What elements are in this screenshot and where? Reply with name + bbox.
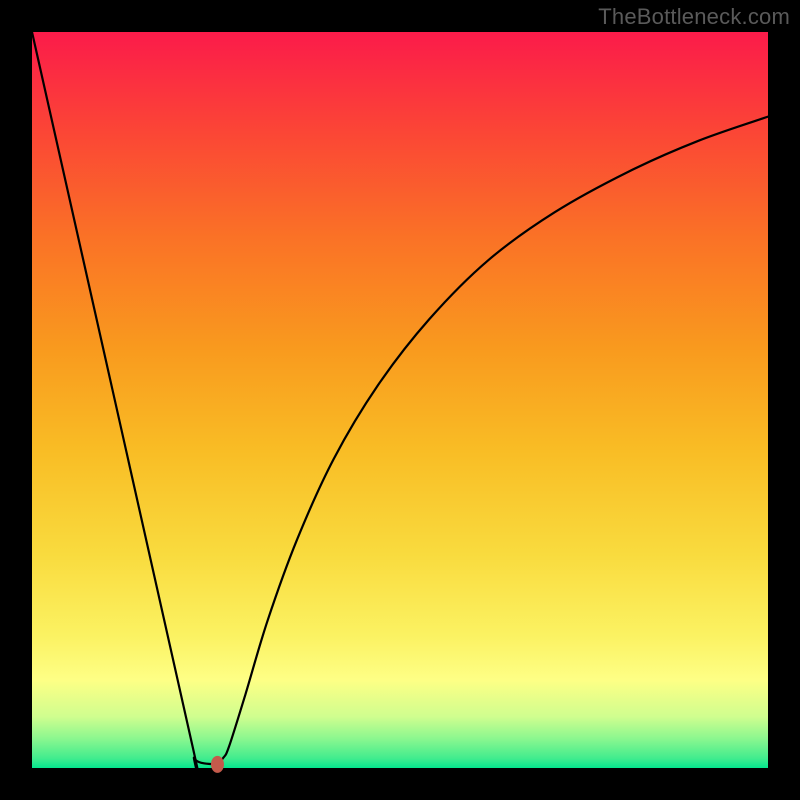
- chart-svg: [0, 0, 800, 800]
- plot-background: [32, 32, 768, 768]
- chart-root: TheBottleneck.com: [0, 0, 800, 800]
- watermark-text: TheBottleneck.com: [598, 4, 790, 30]
- minimum-marker: [211, 756, 224, 773]
